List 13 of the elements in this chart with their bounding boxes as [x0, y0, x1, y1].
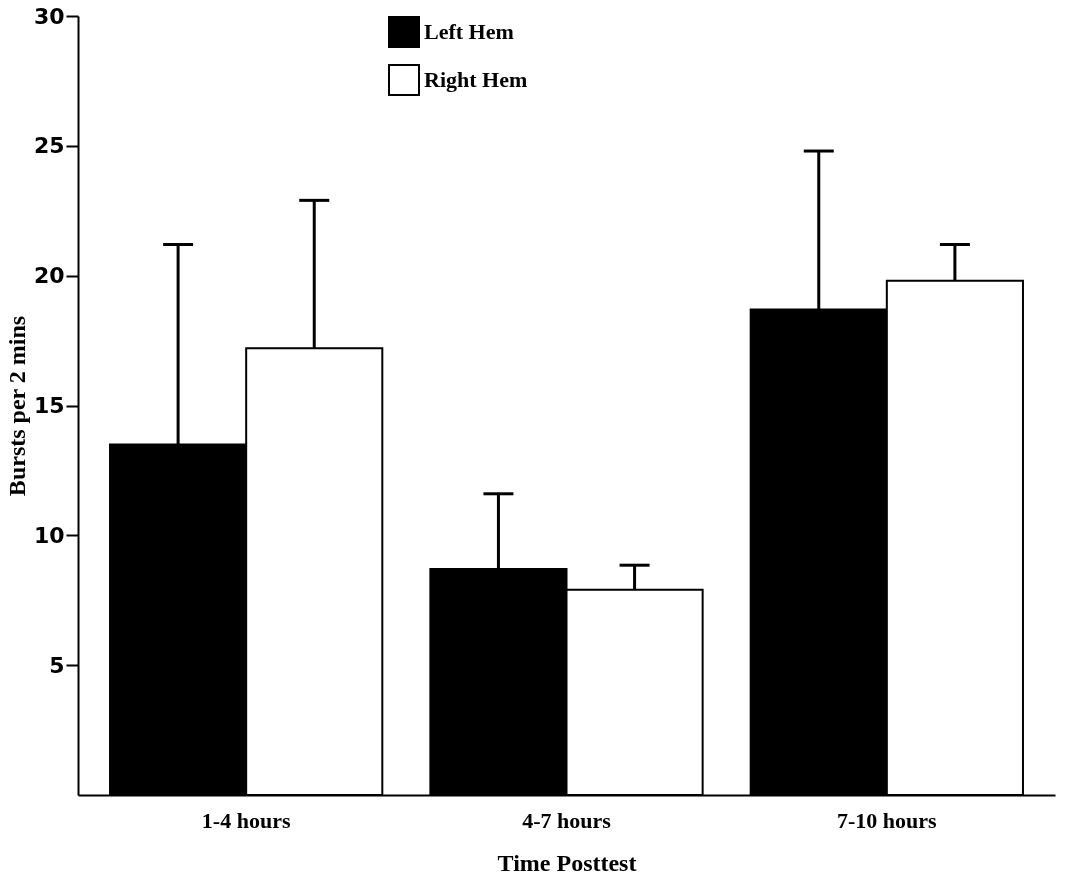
legend-label: Right Hem [424, 67, 528, 92]
x-tick-label: 7-10 hours [837, 807, 938, 833]
x-tick-label: 4-7 hours [522, 807, 612, 833]
x-axis-title: Time Posttest [497, 849, 637, 876]
y-tick-label: 30 [33, 3, 65, 29]
legend-label: Left Hem [424, 19, 514, 44]
y-tick-label: 15 [33, 393, 65, 418]
y-tick-label: 20 [33, 263, 65, 289]
x-tick-label: 1-4 hours [201, 807, 291, 833]
y-axis-title: Bursts per 2 mins [3, 315, 30, 497]
y-tick-label: 5 [49, 652, 65, 678]
y-tick-label: 25 [33, 133, 65, 159]
y-tick-label: 10 [33, 522, 65, 548]
